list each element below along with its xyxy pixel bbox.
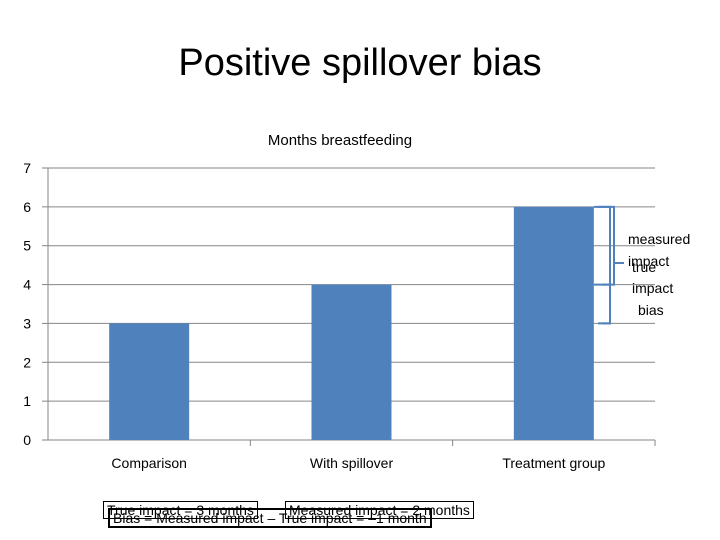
bar-0 <box>109 323 190 440</box>
y-tick-label: 3 <box>23 315 31 331</box>
measured-impact-label-line2: impact <box>628 253 670 269</box>
y-tick-label: 6 <box>23 199 31 215</box>
bias-label: bias <box>638 302 664 318</box>
measured-impact-label-line1: measured <box>628 231 691 247</box>
y-tick-label: 5 <box>23 238 31 254</box>
bias-bracket <box>602 283 611 325</box>
y-tick-label: 2 <box>23 354 31 370</box>
y-tick-label: 0 <box>23 432 31 448</box>
true-impact-label-line2: impact <box>632 280 674 296</box>
measured-impact-callout: Measured impact = 2 months <box>285 501 474 519</box>
chart-title: Months breastfeeding <box>267 132 413 149</box>
true-impact-label-line1: true <box>632 259 657 275</box>
x-tick-label: With spillover <box>310 455 394 471</box>
y-tick-label: 7 <box>23 160 31 176</box>
y-tick-label: 4 <box>23 277 31 293</box>
bar-1 <box>311 284 392 440</box>
x-tick-label: Comparison <box>111 455 186 471</box>
x-tick-label: Treatment group <box>502 455 605 471</box>
true-impact-callout: True impact = 3 months <box>103 501 258 519</box>
true-impact-bracket <box>598 205 611 325</box>
bar-2 <box>513 206 594 440</box>
bias-equation-callout: Bias = Measured impact – True impact = –… <box>108 508 432 528</box>
y-tick-label: 1 <box>23 393 31 409</box>
slide-title: Positive spillover bias <box>178 42 542 84</box>
